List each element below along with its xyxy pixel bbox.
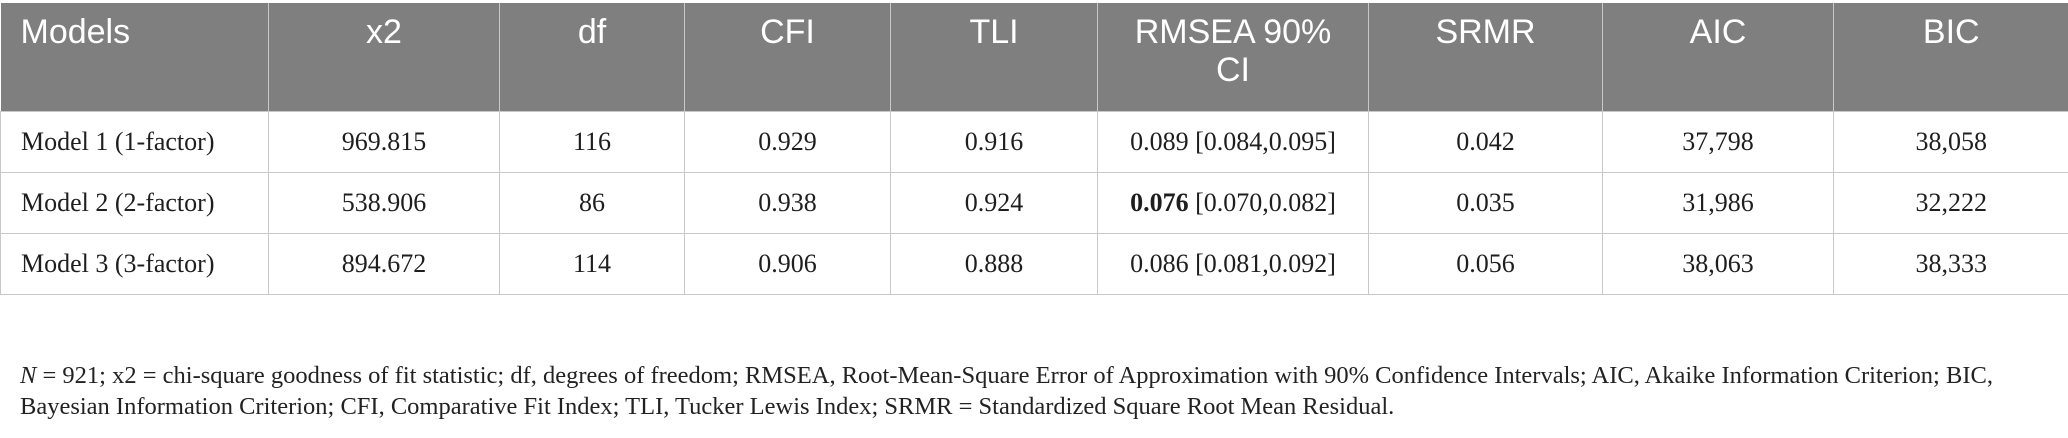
cell-aic: 37,798 [1602,110,1834,173]
header-x2: x2 [268,3,500,112]
fit-indices-table-container: Models x2 df CFI TLI RMSEA 90% CI SRMR A… [0,3,2068,295]
header-tli: TLI [890,3,1098,112]
rmsea-ci: [0.084,0.095] [1188,126,1336,156]
cell-aic: 31,986 [1602,171,1834,234]
header-bic: BIC [1833,3,2068,112]
cell-cfi: 0.938 [684,171,891,234]
cell-tli: 0.924 [890,171,1098,234]
cell-cfi: 0.906 [684,232,891,295]
rmsea-ci: [0.081,0.092] [1188,248,1336,278]
cell-rmsea: 0.076 [0.070,0.082] [1097,171,1369,234]
header-df: df [499,3,685,112]
header-rmsea: RMSEA 90% CI [1097,3,1369,112]
table-footnote: N = 921; x2 = chi-square goodness of fit… [20,360,2020,422]
cell-x2: 894.672 [268,232,500,295]
rmsea-ci: [0.070,0.082] [1188,187,1336,217]
cell-bic: 38,333 [1833,232,2068,295]
footnote-text: = 921; x2 = chi-square goodness of fit s… [20,362,1993,420]
rmsea-value: 0.089 [1130,126,1189,156]
cell-rmsea: 0.089 [0.084,0.095] [1097,110,1369,173]
table-row: Model 1 (1-factor) 969.815 116 0.929 0.9… [0,110,2068,173]
header-row: Models x2 df CFI TLI RMSEA 90% CI SRMR A… [0,3,2068,112]
header-srmr: SRMR [1368,3,1603,112]
cell-rmsea: 0.086 [0.081,0.092] [1097,232,1369,295]
table-row: Model 2 (2-factor) 538.906 86 0.938 0.92… [0,171,2068,234]
cell-tli: 0.888 [890,232,1098,295]
cell-df: 86 [499,171,685,234]
rmsea-value: 0.086 [1130,248,1189,278]
cell-x2: 969.815 [268,110,500,173]
cell-cfi: 0.929 [684,110,891,173]
cell-srmr: 0.042 [1368,110,1603,173]
cell-aic: 38,063 [1602,232,1834,295]
footnote-n-label: N [20,362,37,389]
rmsea-value-best: 0.076 [1130,187,1189,217]
cell-srmr: 0.035 [1368,171,1603,234]
cell-model: Model 1 (1-factor) [0,110,269,173]
cell-df: 116 [499,110,685,173]
cell-model: Model 3 (3-factor) [0,232,269,295]
cell-srmr: 0.056 [1368,232,1603,295]
header-aic: AIC [1602,3,1834,112]
cell-tli: 0.916 [890,110,1098,173]
cell-bic: 38,058 [1833,110,2068,173]
header-cfi: CFI [684,3,891,112]
fit-indices-table: Models x2 df CFI TLI RMSEA 90% CI SRMR A… [0,3,2068,295]
cell-x2: 538.906 [268,171,500,234]
cell-bic: 32,222 [1833,171,2068,234]
table-row: Model 3 (3-factor) 894.672 114 0.906 0.8… [0,232,2068,295]
header-models: Models [0,3,269,112]
cell-model: Model 2 (2-factor) [0,171,269,234]
cell-df: 114 [499,232,685,295]
